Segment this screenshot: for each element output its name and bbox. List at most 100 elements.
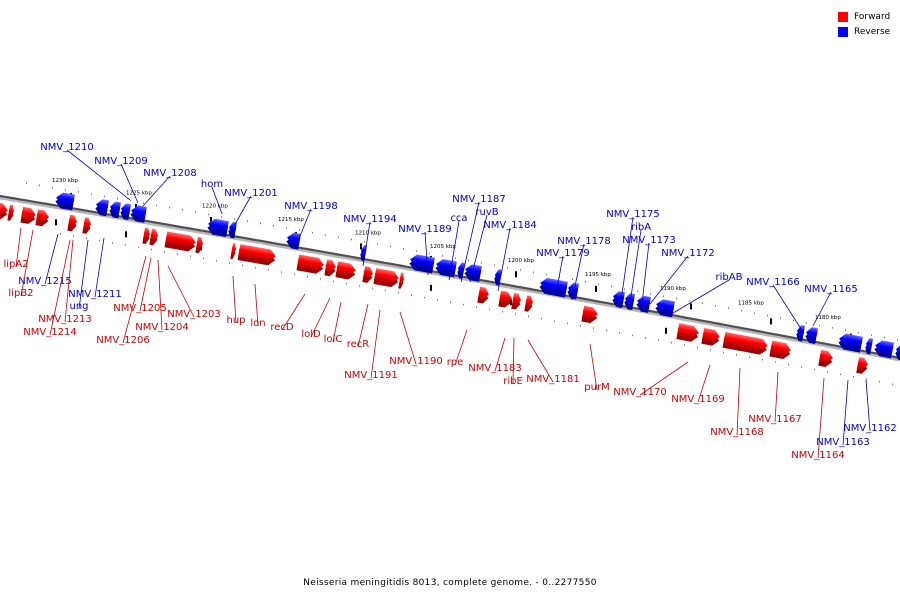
frame-dot [73, 235, 74, 237]
frame-dot [788, 363, 789, 366]
gene-label: NMV_1169 [671, 394, 724, 405]
gene-label: NMV_1189 [398, 224, 451, 235]
frame-dot [736, 354, 737, 356]
frame-dot [286, 227, 287, 229]
frame-dot [481, 262, 482, 264]
gene-label: NMV_1215 [18, 276, 71, 287]
reverse-gene [838, 333, 863, 353]
scale-label: 1220 kbp [202, 204, 228, 210]
frame-dot [143, 202, 144, 204]
forward-gene [581, 305, 598, 324]
label-leader [628, 229, 642, 311]
frame-dot [325, 234, 326, 236]
label-leader [512, 337, 515, 385]
forward-gene [335, 261, 356, 280]
forward-gene [362, 266, 373, 283]
frame-dot [897, 339, 898, 341]
frame-dot [658, 339, 659, 341]
frame-dot [593, 327, 594, 329]
frame-dot [806, 322, 807, 324]
scale-tick [125, 231, 127, 238]
frame-dot [411, 294, 412, 296]
forward-gene [67, 214, 77, 232]
label-leader [167, 265, 195, 318]
genome-caption: Neisseria meningitidis 8013, complete ge… [303, 578, 597, 588]
gene-label: NMV_1203 [167, 309, 220, 320]
reverse-gene-face [410, 254, 435, 270]
frame-dot [273, 225, 274, 227]
forward-gene [230, 242, 236, 260]
forward-gene [856, 357, 868, 374]
frame-dot [429, 252, 430, 255]
frame-dot [840, 373, 841, 376]
label-leader [842, 379, 849, 446]
frame-dot [86, 237, 87, 240]
frame-dot [455, 257, 456, 259]
forward-gene [324, 259, 336, 277]
label-leader [527, 339, 554, 383]
frame-dot [65, 189, 66, 191]
frame-dot [221, 215, 222, 218]
label-leader [571, 243, 585, 301]
frame-dot [606, 329, 607, 332]
frame-dot [247, 220, 248, 222]
frame-dot [351, 238, 352, 241]
frame-dot [819, 324, 820, 327]
reverse-gene-face [625, 293, 636, 306]
gene-label: ung [69, 301, 88, 312]
frame-dot [749, 356, 750, 358]
frame-dot [372, 287, 373, 289]
reverse-gene [464, 264, 482, 282]
frame-dot [762, 358, 763, 361]
forward-gene-face [21, 206, 36, 220]
label-leader [122, 255, 147, 344]
frame-dot [164, 251, 165, 253]
frame-dot [858, 332, 859, 334]
reverse-gene-face [229, 221, 237, 235]
forward-gene [498, 290, 512, 308]
reverse-gene [95, 199, 109, 217]
frame-dot [307, 276, 308, 278]
gene-label: ribA [631, 222, 651, 233]
gene-label: lipB2 [8, 288, 33, 299]
frame-dot [489, 308, 490, 310]
frame-dot [585, 281, 586, 283]
forward-gene-face [325, 259, 336, 273]
forward-gene [296, 254, 324, 274]
frame-dot [203, 257, 204, 260]
gene-label: NMV_1168 [710, 427, 763, 438]
gene-label: hom [201, 179, 223, 190]
gene-label: hup [226, 315, 245, 326]
frame-dot [528, 315, 529, 318]
frame-dot [827, 371, 828, 373]
gene-label: lon [250, 318, 265, 329]
gene-label: NMV_1184 [483, 220, 536, 231]
reverse-gene-face [806, 327, 819, 341]
label-leader [865, 379, 871, 432]
frame-dot [195, 211, 196, 213]
frame-dot [216, 260, 217, 262]
frame-dot [60, 233, 61, 235]
label-leader [157, 259, 163, 331]
gene-label: NMV_1209 [94, 156, 147, 167]
legend-forward: Forward [838, 9, 890, 24]
frame-dot [333, 280, 334, 283]
frame-dot [619, 332, 620, 334]
frame-dot [78, 191, 79, 193]
frame-dot [871, 334, 872, 336]
reverse-gene [228, 221, 237, 239]
forward-gene-face [723, 331, 768, 351]
frame-dot [637, 290, 638, 293]
label-leader [497, 227, 511, 292]
forward-gene-face [363, 266, 373, 279]
reverse-gene-face [121, 203, 131, 217]
gene-label: NMV_1170 [613, 387, 666, 398]
gene-label: NMV_1213 [38, 314, 91, 325]
forward-gene [477, 286, 489, 304]
gene-label: NMV_1190 [389, 356, 442, 367]
frame-dot [156, 204, 157, 207]
frame-dot [338, 236, 339, 238]
frame-dot [572, 278, 573, 281]
frame-dot [424, 296, 425, 299]
